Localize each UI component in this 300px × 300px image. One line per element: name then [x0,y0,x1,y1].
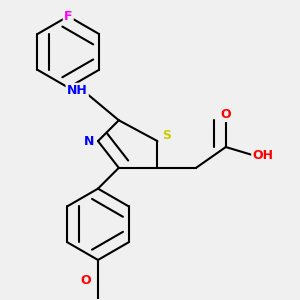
Text: OH: OH [252,149,273,162]
Text: NH: NH [67,84,88,97]
Text: O: O [220,108,231,121]
Text: O: O [81,274,92,287]
Text: S: S [162,129,171,142]
Text: F: F [64,10,73,23]
Text: N: N [84,135,94,148]
